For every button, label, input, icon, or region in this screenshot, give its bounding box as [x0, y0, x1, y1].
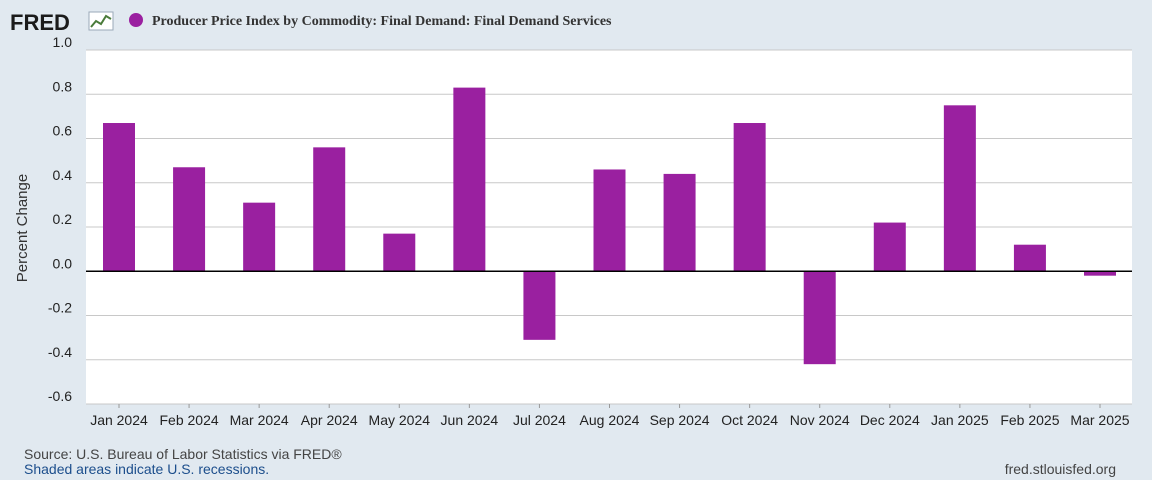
bar-jan-2025[interactable] — [943, 105, 976, 272]
bar-may-2024[interactable] — [383, 233, 416, 272]
y-tick-label: -0.6 — [48, 388, 72, 404]
x-tick-label: Oct 2024 — [721, 412, 778, 428]
y-tick-label: 1.0 — [53, 34, 73, 50]
fred-logo-chart-icon — [88, 11, 114, 31]
bar-mar-2025[interactable] — [1084, 271, 1116, 276]
x-tick-label: May 2024 — [369, 412, 431, 428]
x-tick-label: Dec 2024 — [860, 412, 920, 428]
legend-marker — [129, 13, 143, 27]
y-axis-ticks: 1.0 0.8 0.6 0.4 0.2 0.0 -0.2 -0.4 -0.6 — [48, 34, 72, 404]
bar-sep-2024[interactable] — [663, 173, 696, 272]
bar-jun-2024[interactable] — [453, 87, 486, 272]
bar-layer — [103, 87, 1116, 365]
x-tick-label: Feb 2024 — [159, 412, 218, 428]
recession-note[interactable]: Shaded areas indicate U.S. recessions. — [24, 461, 269, 477]
x-tick-label: Mar 2025 — [1070, 412, 1129, 428]
x-tick-label: Jun 2024 — [441, 412, 499, 428]
bar-mar-2024[interactable] — [243, 202, 276, 272]
y-tick-label: 0.0 — [53, 255, 73, 271]
x-tick-label: Mar 2024 — [230, 412, 289, 428]
x-axis-ticks: Jan 2024 Feb 2024 Mar 2024 Apr 2024 May 2024… — [90, 404, 1130, 428]
x-tick-label: Apr 2024 — [301, 412, 358, 428]
bar-feb-2024[interactable] — [173, 167, 206, 272]
bar-feb-2025[interactable] — [1013, 244, 1046, 272]
fred-url[interactable]: fred.stlouisfed.org — [1005, 461, 1116, 477]
series-title: Producer Price Index by Commodity: Final… — [152, 14, 612, 29]
bar-jan-2024[interactable] — [103, 123, 135, 272]
y-tick-label: 0.4 — [53, 167, 73, 183]
x-tick-label: Feb 2025 — [1000, 412, 1059, 428]
source-note: Source: U.S. Bureau of Labor Statistics … — [24, 446, 342, 462]
y-tick-label: 0.8 — [53, 78, 73, 94]
x-tick-label: Jan 2024 — [90, 412, 148, 428]
y-tick-label: 0.2 — [53, 211, 73, 227]
bar-apr-2024[interactable] — [313, 147, 346, 272]
x-tick-label: Aug 2024 — [580, 412, 640, 428]
bar-nov-2024[interactable] — [803, 271, 836, 365]
x-tick-label: Nov 2024 — [790, 412, 850, 428]
x-tick-label: Sep 2024 — [650, 412, 710, 428]
bar-oct-2024[interactable] — [733, 123, 766, 272]
bar-jul-2024[interactable] — [523, 271, 556, 340]
y-tick-label: -0.2 — [48, 300, 72, 316]
x-tick-label: Jul 2024 — [513, 412, 566, 428]
y-axis-label: Percent Change — [14, 174, 31, 282]
bar-dec-2024[interactable] — [873, 222, 906, 272]
x-tick-label: Jan 2025 — [931, 412, 989, 428]
y-tick-label: -0.4 — [48, 344, 72, 360]
grid-layer — [86, 49, 1132, 405]
fred-logo-text: FRED — [10, 10, 70, 35]
fred-logo[interactable]: FRED — [10, 10, 114, 35]
bar-aug-2024[interactable] — [593, 169, 626, 272]
y-tick-label: 0.6 — [53, 123, 73, 139]
